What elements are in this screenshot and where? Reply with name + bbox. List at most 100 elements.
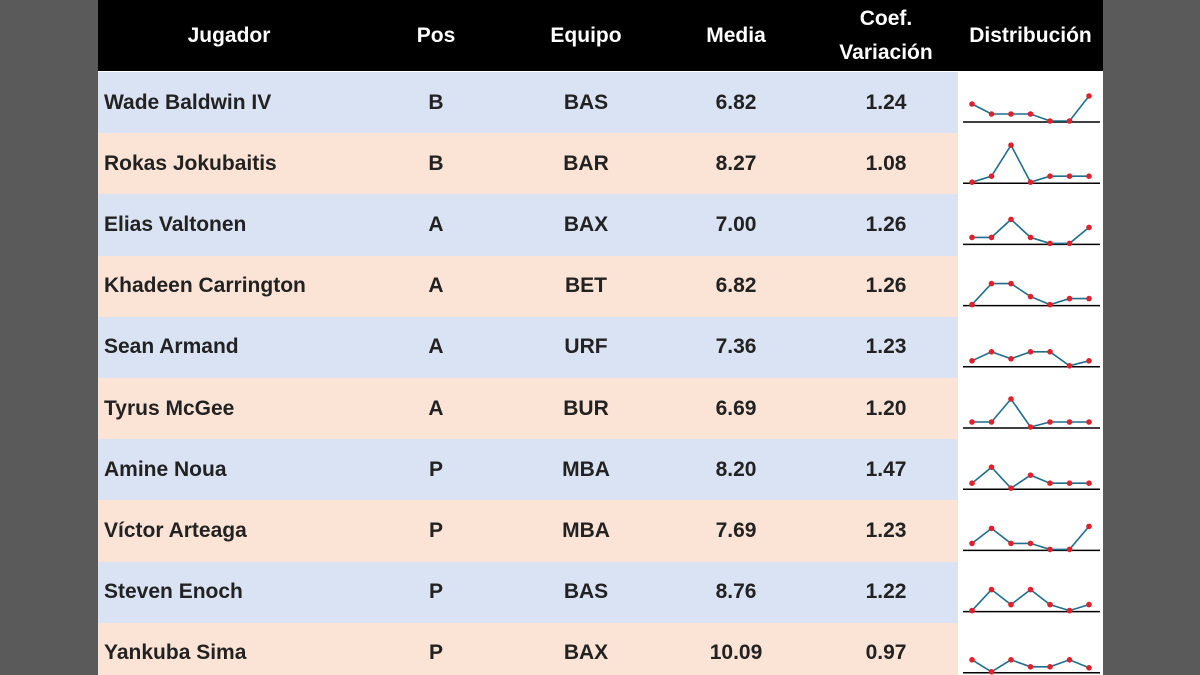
sparkline-point xyxy=(969,101,975,107)
coef-variation: 1.26 xyxy=(865,212,907,236)
sparkline xyxy=(971,95,1090,122)
team: URF xyxy=(564,335,608,359)
position: P xyxy=(428,518,443,542)
position: B xyxy=(428,90,444,114)
player-name: Elias Valtonen xyxy=(104,212,247,236)
sparkline-point xyxy=(1027,349,1034,355)
player-name: Sean Armand xyxy=(104,335,239,359)
sparkline-point xyxy=(1086,224,1092,231)
coef-variation: 1.47 xyxy=(865,457,907,481)
team: MBA xyxy=(562,457,610,481)
sparkline-point xyxy=(1027,424,1034,430)
sparkline-point xyxy=(988,464,995,471)
sparkline-point xyxy=(1047,173,1053,179)
column-header: Equipo xyxy=(550,23,622,47)
team: BAS xyxy=(563,90,609,114)
player-name: Amine Noua xyxy=(104,457,227,481)
sparkline-point xyxy=(988,419,995,425)
mean: 6.82 xyxy=(715,90,757,114)
team: BUR xyxy=(563,396,609,420)
sparkline-point xyxy=(1008,540,1014,547)
sparkline-point xyxy=(988,525,995,532)
mean: 8.20 xyxy=(715,457,757,481)
sparkline-point xyxy=(1027,664,1034,670)
row-background xyxy=(98,561,958,623)
sparkline-point xyxy=(1066,480,1073,487)
sparkline-point xyxy=(1066,240,1073,247)
position: A xyxy=(428,274,444,298)
sparkline-point xyxy=(969,234,975,241)
row-background xyxy=(98,316,958,378)
sparkline-point xyxy=(1066,657,1073,663)
sparkline-point xyxy=(969,607,975,614)
coef-variation: 1.08 xyxy=(865,151,907,175)
mean: 10.09 xyxy=(709,641,763,665)
row-background xyxy=(98,378,958,440)
sparkline-point xyxy=(988,111,995,117)
sparkline-point xyxy=(969,540,975,547)
row-background xyxy=(98,255,958,317)
coef-variation: 1.22 xyxy=(865,580,907,604)
sparklines xyxy=(963,93,1100,675)
sparkline-point xyxy=(1008,111,1014,117)
row-background xyxy=(98,72,958,134)
sparkline-point xyxy=(1047,664,1053,670)
team: MBA xyxy=(562,518,610,542)
sparkline-point xyxy=(1086,480,1092,487)
sparkline-point xyxy=(1047,419,1053,425)
sparkline-point xyxy=(988,669,995,675)
sparkline-point xyxy=(1008,657,1014,663)
header-bar xyxy=(98,0,1103,71)
row-background xyxy=(98,194,958,256)
sparkline-point xyxy=(1008,601,1014,608)
sparkline-point xyxy=(1086,93,1092,99)
mean: 8.76 xyxy=(715,580,757,604)
team: BET xyxy=(565,274,607,298)
row-background xyxy=(98,439,958,501)
sparkline-point xyxy=(1047,601,1053,608)
sparkline-point xyxy=(1047,546,1053,553)
player-name: Steven Enoch xyxy=(104,580,243,604)
sparkline-point xyxy=(1027,234,1034,241)
mean: 6.69 xyxy=(715,396,757,420)
sparkline-point xyxy=(1086,419,1092,425)
mean: 7.69 xyxy=(715,518,757,542)
position: P xyxy=(428,580,443,604)
sparkline-point xyxy=(1008,396,1014,402)
row-background xyxy=(98,622,958,675)
sparkline-point xyxy=(1027,472,1034,479)
position: A xyxy=(428,335,444,359)
sparkline-point xyxy=(1027,179,1034,185)
sparkline-point xyxy=(1027,586,1034,593)
sparkline-point xyxy=(1027,540,1034,547)
player-name: Khadeen Carrington xyxy=(104,274,306,298)
spreadsheet: Jugador Pos Equipo Media Coef. Variación Dist… xyxy=(98,0,1103,675)
player-name: Víctor Arteaga xyxy=(104,518,247,542)
sparkline-point xyxy=(988,173,995,179)
sparkline-point xyxy=(1086,295,1092,302)
coef-variation: 1.26 xyxy=(865,274,907,298)
team: BAR xyxy=(563,151,609,175)
sparkline-point xyxy=(1086,173,1092,179)
column-header: Coef. Variación xyxy=(839,6,933,64)
sparkline-point xyxy=(1027,111,1034,117)
sparkline-point xyxy=(1066,118,1073,124)
mean: 6.82 xyxy=(715,274,757,298)
player-name: Tyrus McGee xyxy=(104,396,235,420)
team: BAX xyxy=(563,212,609,236)
sparkline-point xyxy=(1008,485,1014,492)
sparkline xyxy=(971,588,1090,612)
sparkline-point xyxy=(1047,349,1053,355)
team: BAX xyxy=(563,641,609,665)
sparkline-point xyxy=(1086,665,1092,671)
position: A xyxy=(428,212,444,236)
sparkline-point xyxy=(1008,216,1014,223)
position: B xyxy=(428,151,444,175)
position: A xyxy=(428,396,444,420)
mean: 8.27 xyxy=(715,151,757,175)
sparkline-point xyxy=(1066,173,1073,179)
player-name: Wade Baldwin IV xyxy=(104,90,272,114)
mean: 7.00 xyxy=(715,212,757,236)
sparkline-point xyxy=(969,657,975,663)
